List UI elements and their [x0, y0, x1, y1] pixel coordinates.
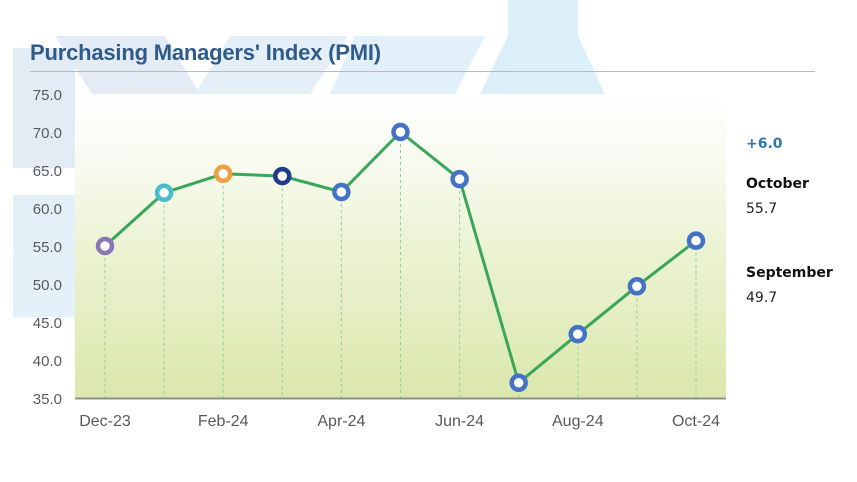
y-tick-label: 65.0 — [33, 163, 62, 180]
x-tick-label: Apr-24 — [317, 413, 365, 430]
data-point-marker[interactable]: Oct-24: 55.7 — [686, 231, 706, 250]
drop-lines — [104, 132, 697, 398]
y-tick-label: 55.0 — [33, 239, 62, 256]
data-point-marker[interactable]: Mar-24: 64.2 — [273, 166, 292, 186]
chart-title: Purchasing Managers' Index (PMI) — [30, 40, 381, 65]
x-tick-label: Jun-24 — [435, 413, 484, 430]
change-value: +6.0 — [746, 136, 783, 152]
y-tick-label: 70.0 — [33, 125, 62, 142]
y-tick-label: 40.0 — [33, 353, 62, 370]
previous-month-label: September — [746, 265, 833, 281]
watermark-shapes — [13, 0, 605, 317]
y-axis: 75.0 70.0 65.0 60.0 55.0 50.0 45.0 40.0 35.0 — [33, 87, 62, 408]
current-month-label: October — [746, 176, 809, 192]
data-point-marker[interactable]: Sep-24: 49.7 — [627, 277, 647, 296]
x-tick-label: Oct-24 — [672, 413, 720, 430]
y-tick-label: 75.0 — [33, 87, 62, 104]
x-tick-label: Aug-24 — [552, 413, 604, 430]
data-point-marker[interactable]: Feb-24: 64.5 — [213, 164, 233, 184]
y-tick-label: 60.0 — [33, 201, 62, 218]
data-point-marker[interactable]: May-24: 70.0 — [391, 122, 410, 142]
title-divider — [30, 71, 815, 72]
y-tick-label: 45.0 — [33, 315, 62, 332]
x-axis: Dec-23 Feb-24 Apr-24 Jun-24 Aug-24 Oct-24 — [79, 413, 720, 430]
y-tick-label: 35.0 — [33, 391, 62, 408]
data-markers: Dec-23: 55.0 Jan-24: 62.0 Feb-24: 64.5 Mar-… — [95, 122, 706, 393]
data-point-marker[interactable]: Apr-24: 62.1 — [332, 182, 351, 202]
current-month-value: 55.7 — [746, 201, 778, 217]
data-point-marker[interactable]: Jul-24: 37.0 — [509, 373, 528, 393]
data-point-marker[interactable]: Jun-24: 63.8 — [450, 169, 469, 189]
previous-month-value: 49.7 — [746, 290, 778, 306]
x-tick-label: Feb-24 — [198, 413, 249, 430]
data-point-marker[interactable]: Jan-24: 62.0 — [154, 183, 174, 203]
x-tick-label: Dec-23 — [79, 413, 131, 430]
y-tick-label: 50.0 — [33, 277, 62, 294]
data-point-marker[interactable]: Aug-24: 43.4 — [568, 324, 588, 344]
data-point-marker[interactable]: Dec-23: 55.0 — [95, 236, 115, 256]
